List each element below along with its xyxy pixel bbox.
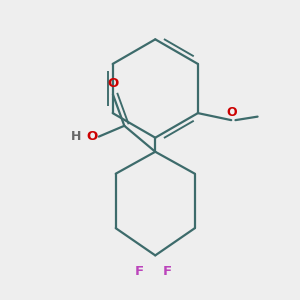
Text: H: H <box>71 130 81 143</box>
Text: O: O <box>226 106 237 119</box>
Text: F: F <box>163 265 172 278</box>
Text: O: O <box>87 130 98 143</box>
Text: F: F <box>135 265 144 278</box>
Text: O: O <box>107 77 118 90</box>
